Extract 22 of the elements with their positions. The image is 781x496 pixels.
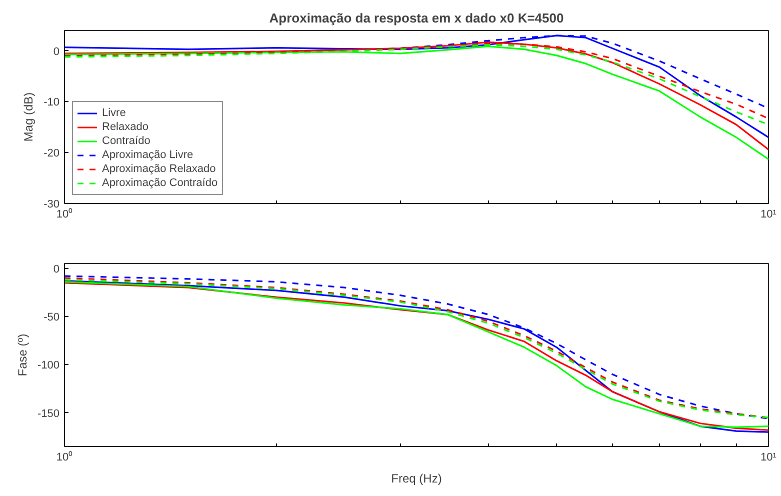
legend-label: Aproximação Relaxado — [102, 162, 216, 176]
x-tick-label: 10¹ — [760, 452, 777, 464]
legend-label: Livre — [102, 106, 126, 120]
chart-title: Aproximação da resposta em x dado x0 K=4500 — [269, 10, 564, 26]
y-tick-label: -150 — [37, 408, 60, 420]
y-axis-title: Fase (º) — [15, 334, 30, 376]
y-tick-label: 0 — [53, 46, 60, 58]
x-tick-label: 10⁰ — [56, 450, 73, 464]
y-axis-title: Mag (dB) — [22, 92, 36, 142]
y-tick-label: -10 — [44, 96, 60, 109]
x-tick-label: 10⁰ — [56, 208, 73, 220]
y-tick-label: 0 — [53, 263, 60, 276]
legend-label: Contraído — [102, 134, 150, 148]
legend-label: Aproximação Contraído — [102, 176, 218, 190]
legend-label: Relaxado — [102, 120, 148, 134]
x-axis-title: Freq (Hz) — [391, 472, 442, 486]
x-tick-label: 10¹ — [760, 208, 777, 220]
y-tick-label: -100 — [37, 360, 60, 372]
legend-label: Aproximação Livre — [102, 148, 194, 162]
y-tick-label: -20 — [44, 148, 60, 160]
y-tick-label: -50 — [44, 311, 60, 324]
y-tick-label: -30 — [44, 198, 60, 210]
